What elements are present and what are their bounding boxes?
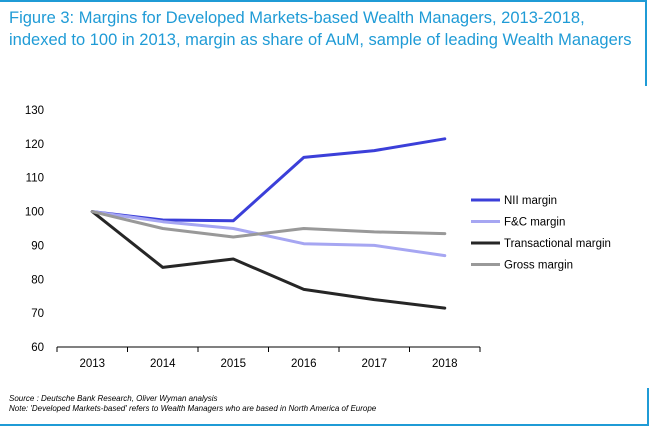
x-tick-label: 2018 (432, 358, 458, 370)
chart-title: Figure 3: Margins for Developed Markets-… (9, 9, 632, 49)
legend-label: Transactional margin (504, 238, 611, 250)
legend: NII margin F&C margin Transactional margin… (471, 195, 611, 272)
y-tick-label: 110 (26, 173, 44, 185)
x-tick-label: 2017 (361, 358, 387, 370)
x-tick-label: 2016 (291, 358, 317, 370)
legend-label: Gross margin (504, 260, 573, 272)
series-line-f-c-margin (90, 210, 447, 258)
x-tick-label: 2015 (220, 358, 246, 370)
series-lines (90, 137, 447, 310)
series-line-gross-margin (90, 210, 447, 239)
x-tick-label: 2014 (150, 358, 176, 370)
y-tick-label: 100 (25, 207, 44, 219)
series-line-transactional-margin (90, 210, 447, 310)
source-note: Source : Deutsche Bank Research, Oliver … (9, 394, 218, 403)
header-frame (0, 0, 647, 86)
legend-label: NII margin (504, 195, 557, 207)
y-axis: 60 70 80 90 100 110 120 130 (25, 105, 44, 354)
footer-frame (0, 388, 649, 426)
y-tick-label: 120 (25, 139, 44, 151)
x-axis: 2013 2014 2015 2016 2017 2018 (56, 346, 481, 370)
definition-note: Note: 'Developed Markets-based' refers t… (9, 404, 377, 413)
series-line-nii-margin (90, 137, 447, 223)
y-tick-label: 70 (31, 308, 44, 320)
legend-label: F&C margin (504, 217, 565, 229)
y-tick-label: 130 (25, 105, 44, 117)
y-tick-label: 80 (31, 274, 44, 286)
y-tick-label: 90 (31, 240, 44, 252)
x-tick-label: 2013 (79, 358, 105, 370)
y-tick-label: 60 (31, 342, 44, 354)
chart-footer: Source : Deutsche Bank Research, Oliver … (9, 394, 376, 414)
